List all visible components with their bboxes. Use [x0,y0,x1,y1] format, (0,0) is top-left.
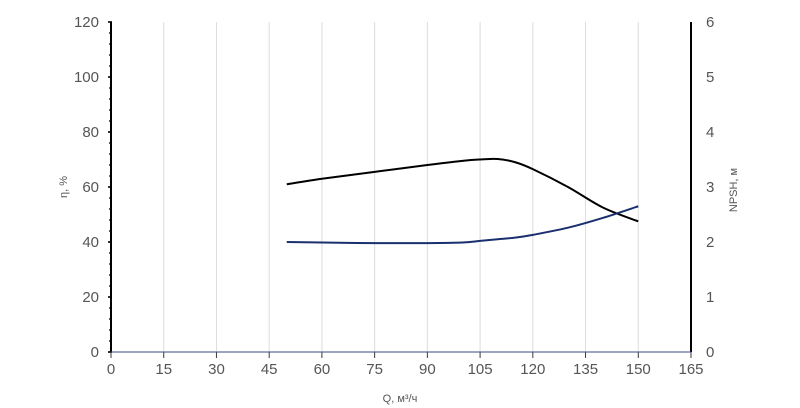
x-tick-label: 60 [314,361,331,378]
y-left-axis-title: η, % [58,176,70,198]
y-right-tick-label: 0 [706,344,714,361]
y-right-tick-label: 2 [706,234,714,251]
x-tick-label: 75 [366,361,383,378]
y-right-axis-title: NPSH, м [728,168,740,212]
x-tick-label: 105 [468,361,493,378]
y-left-tick-label: 0 [91,344,99,361]
y-left-tick-label: 40 [82,234,99,251]
x-tick-label: 120 [520,361,545,378]
x-tick-label: 45 [261,361,278,378]
x-tick-label: 0 [107,361,115,378]
y-right-tick-label: 5 [706,69,714,86]
y-right-tick-label: 3 [706,179,714,196]
x-tick-label: 90 [419,361,436,378]
tick-labels-layer: 0 15 30 45 60 75 90 105 120 135 150 165020406080100… [74,14,714,378]
axes-layer [108,21,692,358]
x-tick-label: 135 [573,361,598,378]
y-left-tick-label: 80 [82,124,99,141]
efficiency-curve [286,157,639,223]
x-axis-title: Q, м³/ч [383,393,418,405]
x-tick-label: 15 [155,361,172,378]
x-tick-label: 30 [208,361,225,378]
y-left-tick-label: 120 [74,14,99,31]
series-layer [286,157,639,245]
npsh-curve [286,205,639,245]
grid-lines [163,22,639,352]
y-right-tick-label: 4 [706,124,714,141]
y-left-tick-label: 20 [82,289,99,306]
y-right-tick-label: 1 [706,289,714,306]
y-left-tick-label: 100 [74,69,99,86]
y-right-tick-label: 6 [706,14,714,31]
x-tick-label: 165 [678,361,703,378]
x-tick-label: 150 [626,361,651,378]
y-left-tick-label: 60 [82,179,99,196]
